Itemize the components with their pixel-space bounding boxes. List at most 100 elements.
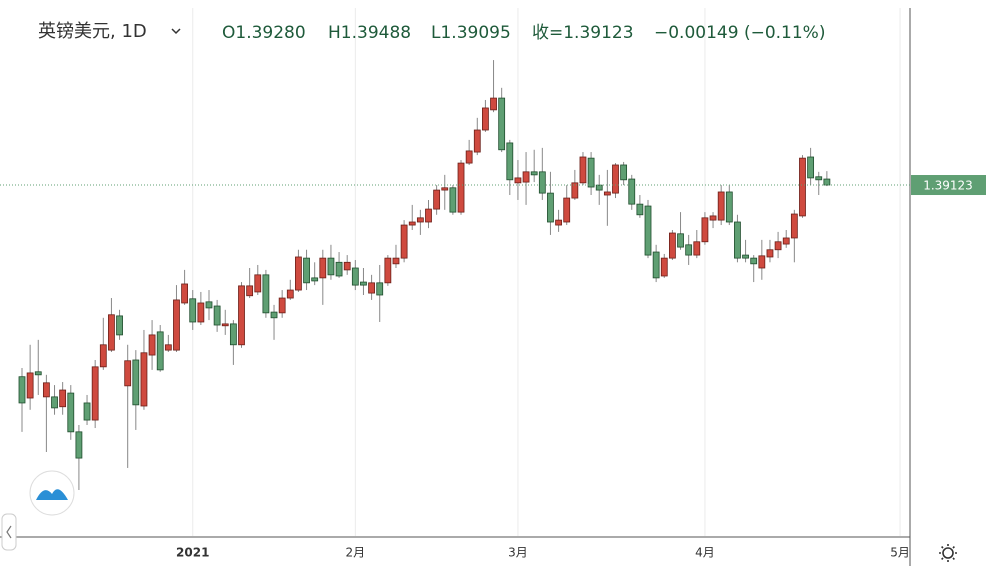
candle-body bbox=[823, 178, 831, 186]
candle-body bbox=[327, 257, 335, 276]
candle-body bbox=[774, 241, 782, 251]
candle-body bbox=[644, 205, 652, 256]
candle-body bbox=[530, 171, 538, 176]
candle-body bbox=[465, 150, 473, 164]
legend-high: H1.39488 bbox=[328, 23, 411, 43]
candle-body bbox=[295, 256, 302, 291]
candle-body bbox=[132, 359, 140, 406]
candle-body bbox=[148, 334, 156, 356]
candle-body bbox=[221, 323, 229, 327]
candle-body bbox=[652, 251, 660, 279]
legend-low: L1.39095 bbox=[431, 23, 511, 43]
candle-body bbox=[124, 360, 132, 387]
x-tick-label: 3月 bbox=[508, 546, 528, 560]
candle-body bbox=[67, 392, 75, 433]
candle-body bbox=[425, 208, 432, 223]
candle-body bbox=[229, 323, 237, 346]
candle-body bbox=[587, 157, 595, 188]
legend-open: O1.39280 bbox=[222, 23, 306, 43]
candle-body bbox=[189, 298, 197, 323]
candle-body bbox=[498, 97, 506, 151]
legend-change: −0.00149 (−0.11%) bbox=[654, 23, 825, 43]
scroll-left-button[interactable] bbox=[1, 513, 17, 551]
candle-body bbox=[108, 314, 115, 351]
candle-body bbox=[441, 187, 449, 191]
candle-body bbox=[408, 221, 416, 226]
logo-button[interactable] bbox=[29, 470, 75, 516]
candle-body bbox=[238, 285, 245, 346]
candle-body bbox=[782, 237, 790, 245]
candle-body bbox=[807, 156, 815, 179]
candle-body bbox=[522, 171, 530, 183]
candle-body bbox=[319, 257, 327, 279]
candle-body bbox=[725, 191, 733, 223]
candle-body bbox=[246, 285, 254, 297]
candle-body bbox=[742, 254, 749, 259]
candle-body bbox=[392, 257, 400, 265]
candle-body bbox=[547, 192, 554, 223]
symbol-dropdown[interactable] bbox=[171, 28, 181, 35]
candle-body bbox=[620, 164, 628, 181]
candle-body bbox=[709, 215, 717, 221]
candle-body bbox=[766, 249, 774, 258]
candle-body bbox=[717, 191, 725, 221]
candle-body bbox=[514, 177, 522, 184]
candle-body bbox=[636, 203, 644, 216]
last-price-label: 1.39123 bbox=[923, 179, 973, 193]
symbol-title[interactable]: 英镑美元, 1D bbox=[38, 21, 147, 42]
candle-body bbox=[34, 371, 42, 376]
candle-body bbox=[351, 267, 359, 286]
candle-body bbox=[83, 402, 91, 421]
candle-body bbox=[205, 301, 213, 309]
settings-button[interactable] bbox=[939, 544, 957, 562]
candle-body bbox=[482, 107, 489, 131]
candle-body bbox=[799, 157, 806, 217]
candle-body bbox=[181, 283, 189, 304]
candle-body bbox=[595, 184, 603, 191]
candle-body bbox=[693, 241, 701, 256]
candles bbox=[18, 60, 831, 491]
candle-body bbox=[197, 302, 205, 323]
candle-body bbox=[603, 191, 611, 196]
candle-body bbox=[286, 289, 294, 299]
candle-body bbox=[750, 257, 758, 265]
candle-body bbox=[384, 257, 392, 284]
candle-body bbox=[270, 311, 278, 319]
candle-body bbox=[335, 261, 343, 277]
legend-close: 收=1.39123 bbox=[532, 23, 634, 43]
candle-body bbox=[677, 233, 684, 248]
candle-body bbox=[400, 224, 408, 259]
candle-body bbox=[18, 376, 26, 404]
candle-body bbox=[506, 142, 514, 181]
candle-body bbox=[42, 382, 50, 398]
candle-body bbox=[571, 182, 579, 199]
candle-body bbox=[473, 129, 481, 153]
candle-body bbox=[343, 261, 351, 271]
candle-body bbox=[416, 217, 424, 223]
candle-body bbox=[555, 219, 562, 226]
candle-body bbox=[164, 344, 172, 351]
candle-body bbox=[75, 431, 83, 459]
candle-body bbox=[51, 396, 58, 409]
candle-body bbox=[311, 277, 319, 282]
candle-body bbox=[368, 282, 375, 294]
candle-body bbox=[457, 162, 465, 213]
candle-body bbox=[538, 171, 546, 194]
candle-body bbox=[59, 389, 67, 408]
candle-body bbox=[278, 297, 286, 314]
candle-body bbox=[262, 274, 270, 314]
candle-body bbox=[140, 352, 148, 407]
candle-body bbox=[26, 372, 34, 399]
candle-body bbox=[490, 97, 497, 111]
candle-body bbox=[563, 197, 571, 223]
candle-body bbox=[612, 164, 619, 194]
candle-body bbox=[254, 274, 262, 293]
candle-body bbox=[701, 217, 709, 243]
x-tick-label: 2月 bbox=[346, 546, 366, 560]
x-tick-label: 4月 bbox=[695, 546, 715, 560]
candle-body bbox=[91, 366, 99, 421]
candle-body bbox=[628, 178, 636, 205]
candle-body bbox=[213, 305, 221, 326]
